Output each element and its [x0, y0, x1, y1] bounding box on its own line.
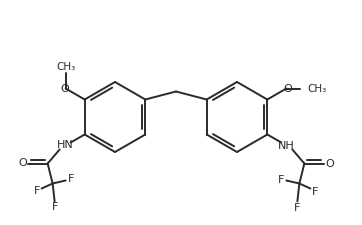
Text: CH₃: CH₃ [56, 61, 75, 72]
Text: O: O [283, 83, 292, 94]
Text: F: F [278, 175, 285, 184]
Text: F: F [312, 187, 319, 196]
Text: F: F [33, 187, 40, 196]
Text: O: O [325, 158, 334, 169]
Text: F: F [294, 202, 300, 212]
Text: CH₃: CH₃ [307, 83, 327, 94]
Text: F: F [51, 202, 58, 212]
Text: HN: HN [57, 140, 74, 151]
Text: O: O [60, 83, 69, 94]
Text: NH: NH [278, 140, 295, 151]
Text: O: O [18, 158, 27, 169]
Text: F: F [67, 175, 74, 184]
